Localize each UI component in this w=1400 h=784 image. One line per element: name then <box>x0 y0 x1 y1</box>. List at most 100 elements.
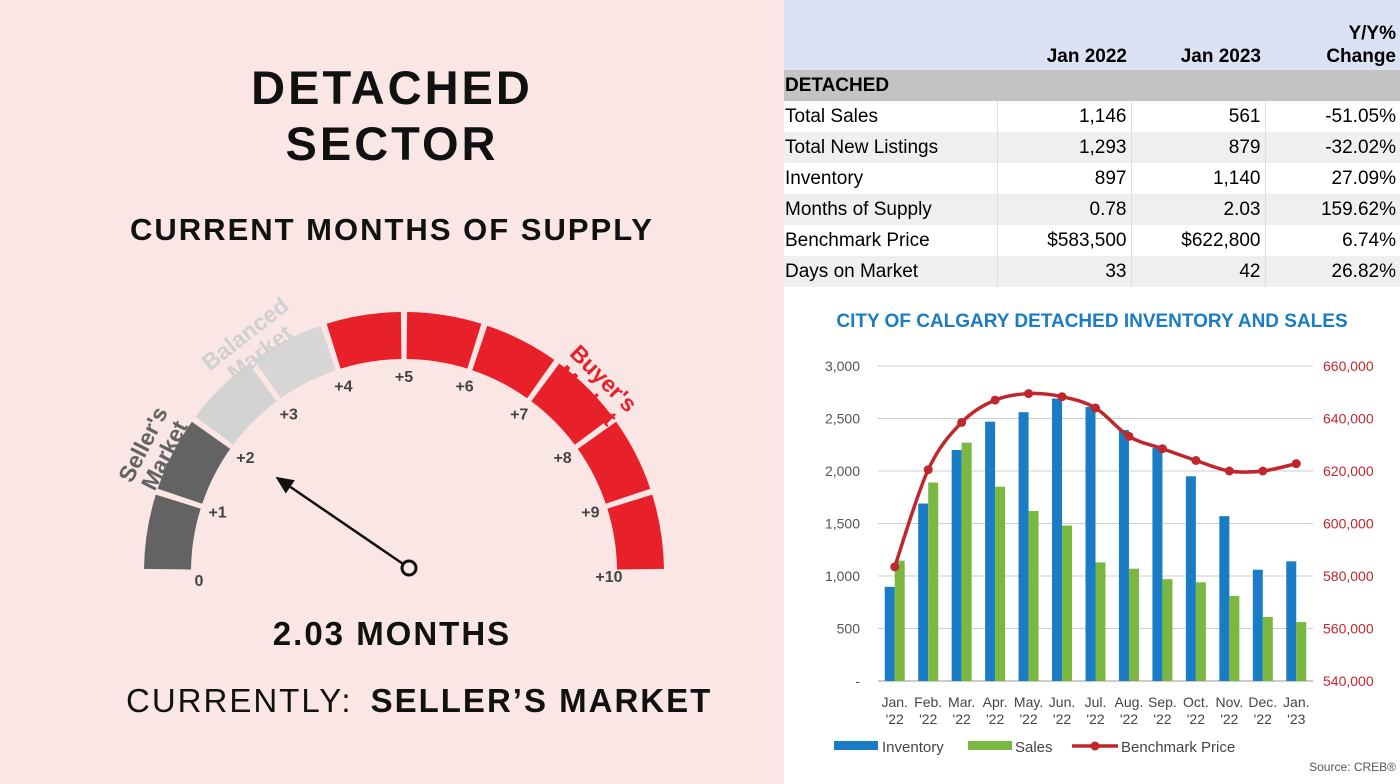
market-status: CURRENTLY: SELLER’S MARKET <box>126 682 712 720</box>
table-cell: 159.62% <box>1264 194 1400 225</box>
stats-table-container: Jan 2022 Jan 2023 Y/Y% Change DETACHED To… <box>784 0 1400 287</box>
gauge-segment <box>472 325 555 399</box>
table-header-cell: Y/Y% Change <box>1265 0 1400 70</box>
gauge-tick-label: +4 <box>334 379 352 396</box>
table-row-label: Months of Supply <box>784 194 997 225</box>
gauge-needle-pivot <box>400 559 418 577</box>
table-cell: 33 <box>996 256 1131 287</box>
legend-inventory-swatch <box>834 741 878 750</box>
left-axis-tick-label: 3,000 <box>825 358 860 374</box>
gauge-needle-arrowhead <box>275 476 295 494</box>
sales-bar <box>1028 510 1039 681</box>
sales-bar <box>1095 562 1106 681</box>
table-row-label: Benchmark Price <box>784 225 997 256</box>
gauge-tick-label: +5 <box>395 369 413 386</box>
gauge-subtitle: CURRENT MONTHS OF SUPPLY <box>130 212 654 247</box>
table-section-label: DETACHED <box>784 70 1400 101</box>
inventory-bar <box>1052 398 1063 681</box>
market-status-prefix: CURRENTLY: <box>126 682 353 719</box>
table-cell: 561 <box>1130 101 1265 132</box>
table-cell: 1,293 <box>996 132 1131 163</box>
chart-source: Source: CREB® <box>1309 760 1396 774</box>
sales-bar <box>1296 622 1307 681</box>
gauge-segment <box>577 421 651 504</box>
inventory-bar <box>1252 569 1263 681</box>
x-axis-tick-label: Aug. '22 <box>1115 694 1144 727</box>
x-axis-tick-label: Nov. '22 <box>1215 694 1243 727</box>
gauge-tick-label: +9 <box>581 504 599 521</box>
benchmark-price-point <box>1057 392 1067 402</box>
stats-table: Jan 2022 Jan 2023 Y/Y% Change DETACHED To… <box>784 0 1400 287</box>
table-row-label: Total Sales <box>784 101 997 132</box>
benchmark-price-point <box>1157 444 1167 454</box>
benchmark-price-point <box>1124 431 1134 441</box>
table-header-row: Jan 2022 Jan 2023 Y/Y% Change <box>784 0 1400 70</box>
benchmark-price-point <box>1191 456 1201 465</box>
market-status-value: SELLER’S MARKET <box>370 682 713 719</box>
table-cell: -32.02% <box>1264 132 1400 163</box>
table-section-row: DETACHED <box>784 70 1400 101</box>
gauge-tick-label: +6 <box>455 379 473 396</box>
table-row-label: Days on Market <box>784 256 997 287</box>
table-row: Total Sales 1,146 561 -51.05% <box>784 101 1400 132</box>
sales-bar <box>1162 579 1173 681</box>
inventory-bar <box>918 503 929 681</box>
right-axis-tick-label: 580,000 <box>1323 568 1374 584</box>
left-axis-tick-label: 1,000 <box>825 568 860 584</box>
table-header-cell: Jan 2022 <box>997 0 1131 70</box>
left-axis-tick-label: 2,000 <box>825 463 860 479</box>
x-axis-tick-label: May. '22 <box>1014 694 1043 727</box>
benchmark-price-point <box>923 465 933 475</box>
inventory-bar <box>884 586 895 681</box>
x-axis-tick-label: Jan. '23 <box>1283 694 1309 727</box>
benchmark-price-point <box>890 562 900 572</box>
gauge-needle <box>289 485 410 570</box>
gauge-segment <box>326 312 402 369</box>
table-cell: 27.09% <box>1264 163 1400 194</box>
table-cell: $583,500 <box>996 225 1131 256</box>
x-axis-tick-label: Dec. '22 <box>1248 694 1277 727</box>
table-row: Benchmark Price $583,500 $622,800 6.74% <box>784 225 1400 256</box>
inventory-sales-chart: CITY OF CALGARY DETACHED INVENTORY AND S… <box>825 311 1396 774</box>
right-axis-tick-label: 660,000 <box>1323 358 1374 374</box>
x-axis-tick-label: Jan. '22 <box>881 694 907 727</box>
table-row: Inventory 897 1,140 27.09% <box>784 163 1400 194</box>
table-header-cell: Jan 2023 <box>1131 0 1265 70</box>
benchmark-price-point <box>957 417 967 427</box>
gauge-segment <box>406 312 482 369</box>
x-axis-tick-label: Mar. '22 <box>948 694 975 727</box>
table-cell: 1,140 <box>1130 163 1265 194</box>
benchmark-price-point <box>1224 466 1234 476</box>
table-cell: 2.03 <box>1130 194 1265 225</box>
legend-inventory-label: Inventory <box>882 739 944 756</box>
sales-bar <box>995 486 1006 681</box>
left-axis-tick-label: 500 <box>837 621 861 637</box>
inventory-bar <box>1286 561 1297 681</box>
table-row-label: Total New Listings <box>784 132 997 163</box>
months-of-supply-gauge: 0+1+2+3+4+5+6+7+8+9+10Seller'sMarketBala… <box>113 292 664 590</box>
gauge-segment <box>157 421 231 504</box>
inventory-bar <box>1018 412 1029 681</box>
table-row-label: Inventory <box>784 163 997 194</box>
x-axis-tick-label: Sep. '22 <box>1148 694 1177 727</box>
inventory-bar <box>985 421 996 681</box>
chart-title: CITY OF CALGARY DETACHED INVENTORY AND S… <box>836 311 1347 332</box>
gauge-value-text: 2.03 MONTHS <box>272 615 512 652</box>
left-axis-tick-label: 2,500 <box>825 411 860 427</box>
legend-sales-label: Sales <box>1015 739 1053 756</box>
table-cell: 42 <box>1130 256 1265 287</box>
table-cell: 26.82% <box>1264 256 1400 287</box>
table-cell: -51.05% <box>1264 101 1400 132</box>
left-axis-tick-label: - <box>855 673 860 689</box>
inventory-bar <box>1118 430 1129 681</box>
page-title-line1: DETACHED <box>251 61 533 114</box>
inventory-bar <box>1152 447 1163 681</box>
gauge-segment <box>253 325 336 399</box>
legend-sales-swatch <box>968 741 1012 750</box>
right-axis-tick-label: 560,000 <box>1323 621 1374 637</box>
sales-bar <box>928 482 939 681</box>
table-cell: 879 <box>1130 132 1265 163</box>
gauge-tick-label: 0 <box>195 573 204 590</box>
gauge-segment <box>607 494 664 570</box>
sales-bar <box>1262 616 1273 681</box>
